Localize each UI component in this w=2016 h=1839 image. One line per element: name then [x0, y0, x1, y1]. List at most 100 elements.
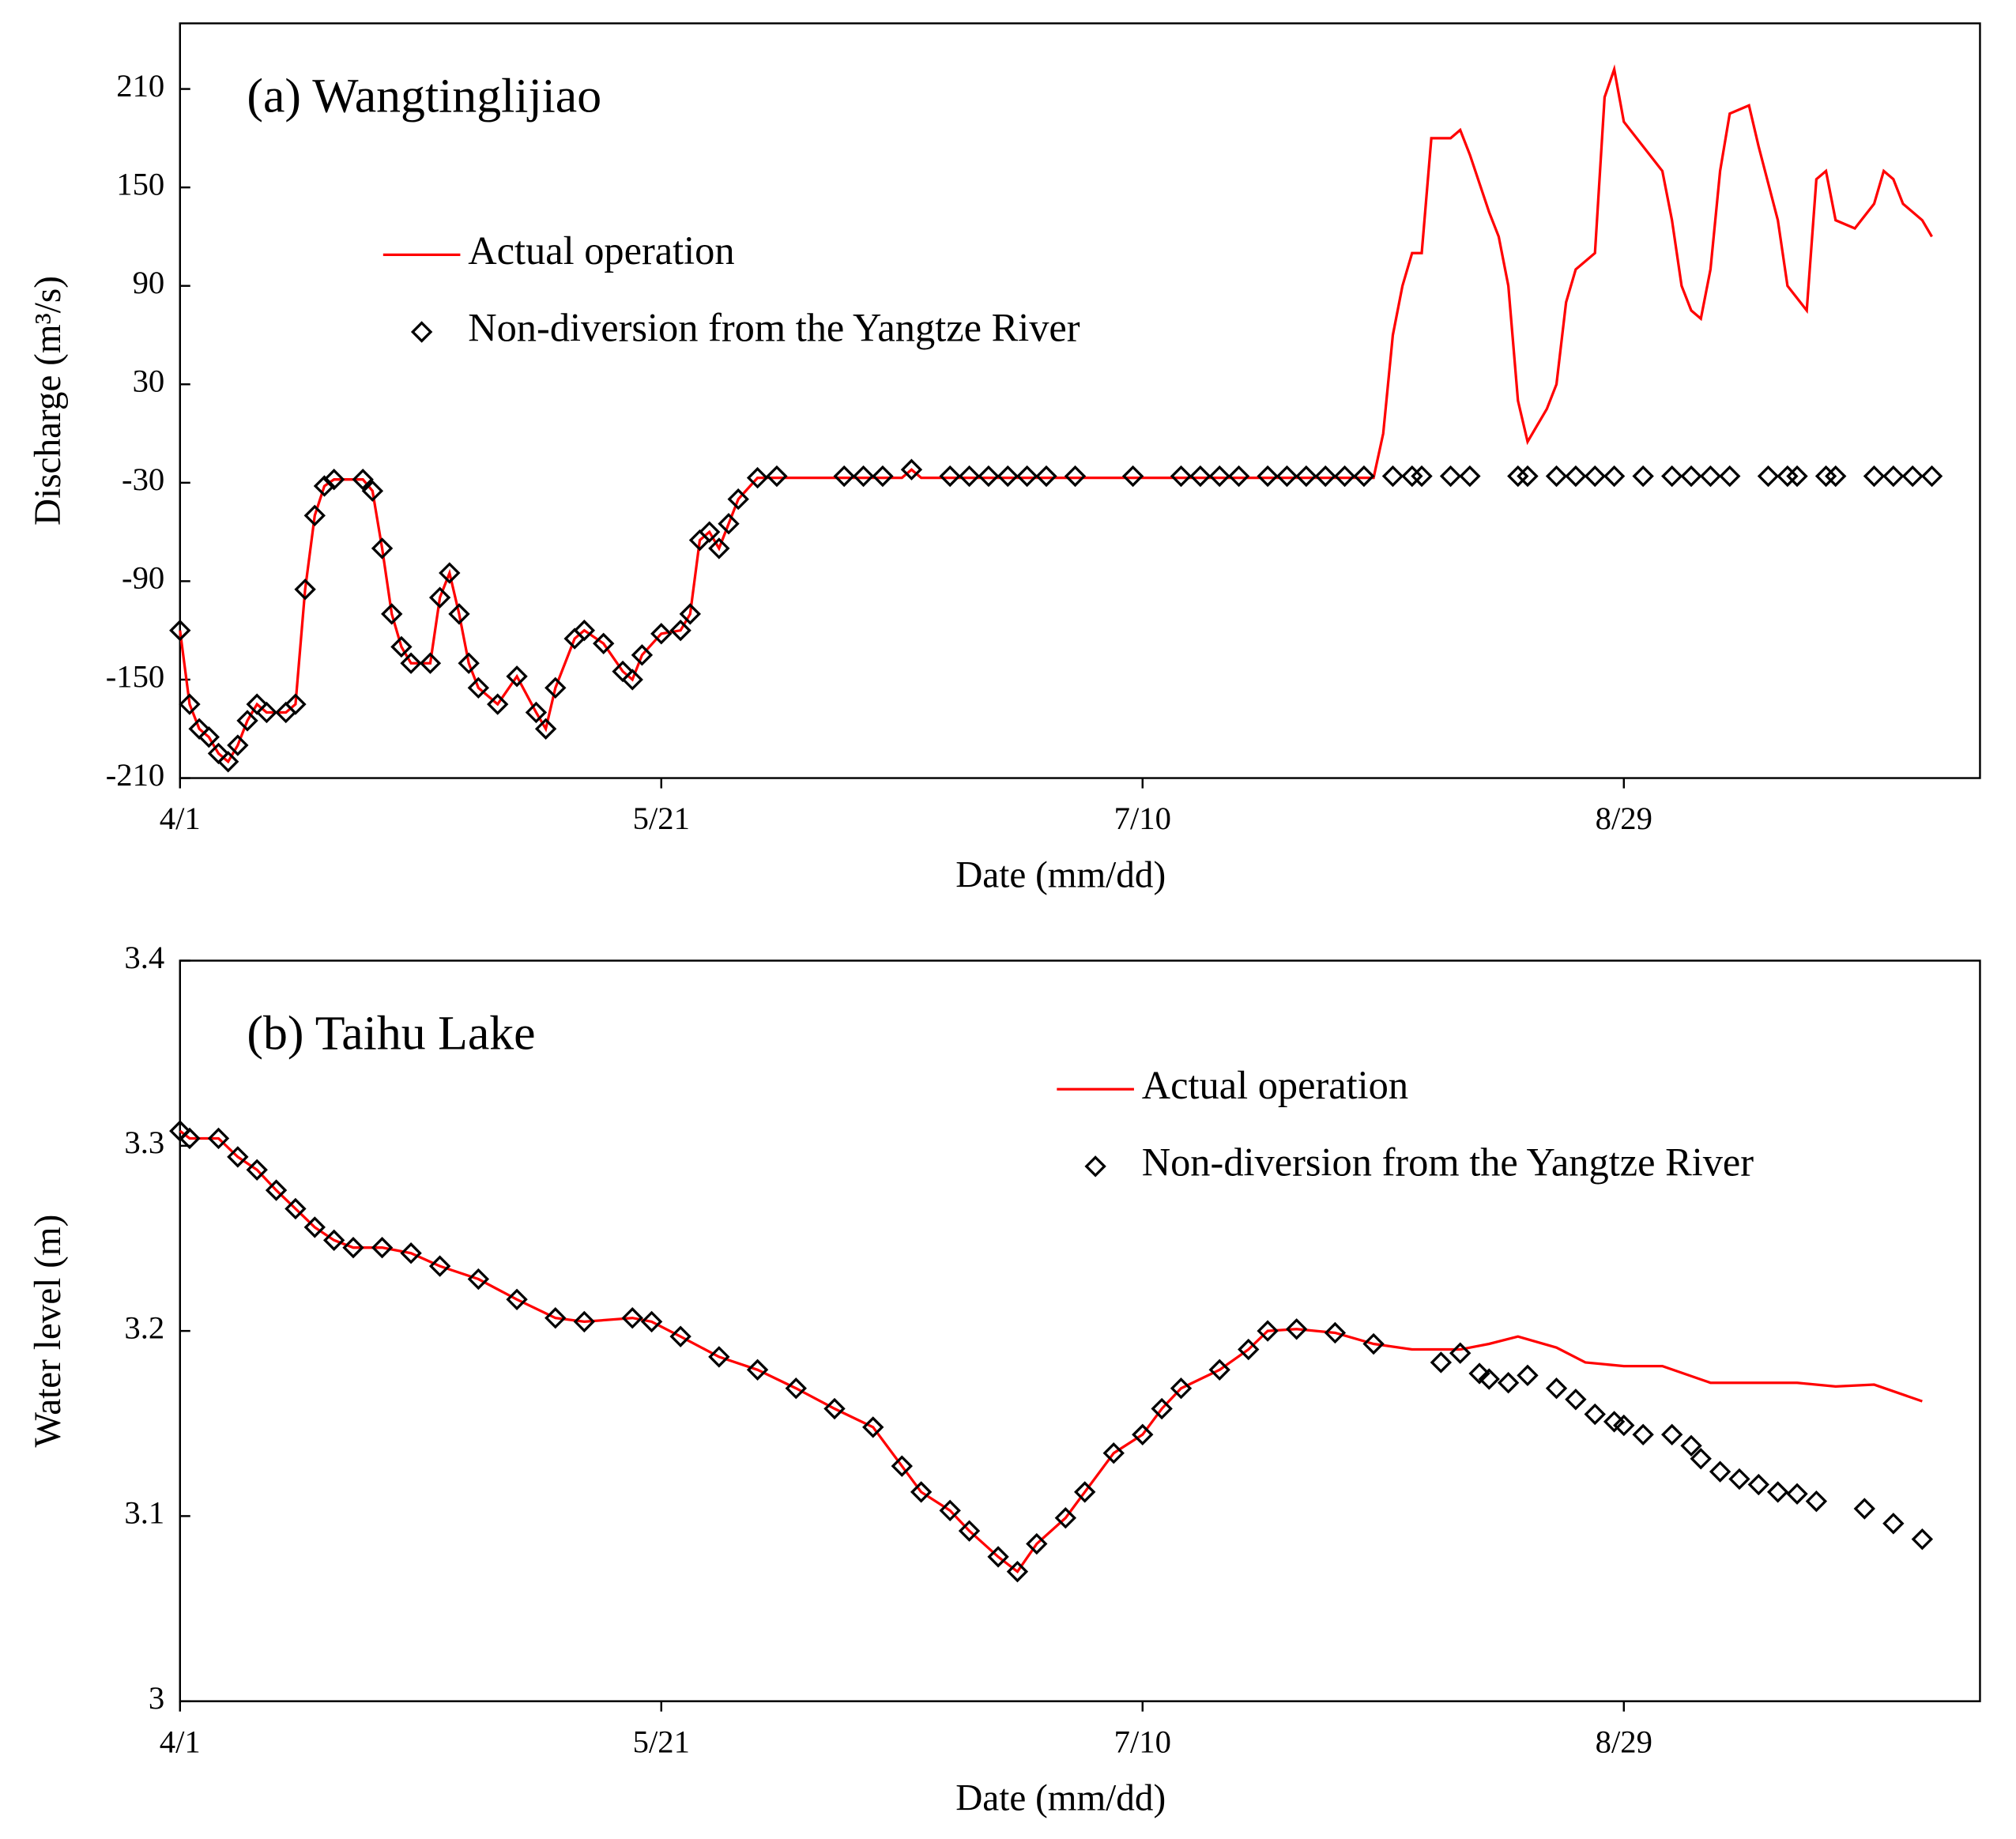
data-point [506, 665, 528, 688]
data-point [1613, 1414, 1635, 1437]
data-point [1054, 1507, 1077, 1529]
y-tick-label: 3.1 [124, 1495, 164, 1531]
data-point [1545, 1377, 1568, 1400]
data-point [1517, 465, 1539, 488]
data-point [698, 521, 721, 543]
data-point [1411, 465, 1433, 488]
data-point [910, 1481, 933, 1503]
chart-title: (b) Taihu Lake [247, 1006, 535, 1060]
data-point [428, 586, 451, 609]
data-point [506, 1288, 528, 1310]
data-point [679, 603, 702, 625]
data-point [534, 718, 557, 740]
data-point [285, 1197, 307, 1220]
data-point [669, 1325, 691, 1347]
data-point [650, 623, 673, 645]
legend-swatch [1084, 1155, 1106, 1178]
legend-swatch [410, 321, 433, 343]
data-point [303, 1216, 326, 1238]
data-point [400, 1242, 422, 1264]
data-point [1882, 465, 1905, 488]
data-point [958, 465, 981, 488]
data-point [322, 1229, 345, 1252]
y-tick-label: 210 [116, 68, 164, 104]
data-point [1699, 465, 1722, 488]
data-point [1074, 1481, 1096, 1503]
data-point [439, 562, 461, 584]
data-point [1786, 1483, 1808, 1505]
data-point [1584, 465, 1606, 488]
data-point [746, 466, 769, 489]
data-point [1584, 1403, 1606, 1426]
data-point [1680, 1434, 1702, 1457]
data-point [1257, 1320, 1279, 1342]
data-point [1189, 465, 1211, 488]
data-point [1766, 1481, 1789, 1503]
data-point [1757, 465, 1780, 488]
y-tick-label: 3.3 [124, 1125, 164, 1160]
data-point [1170, 1377, 1193, 1400]
data-point [987, 1546, 1009, 1568]
data-point [1786, 465, 1808, 488]
y-tick-label: 3.4 [124, 940, 164, 975]
data-point [1805, 1490, 1828, 1513]
data-point [458, 652, 480, 674]
data-point [545, 1307, 567, 1329]
data-point [823, 1397, 846, 1420]
data-point [1333, 465, 1356, 488]
x-tick-label: 7/10 [1114, 1724, 1171, 1759]
data-point [746, 1359, 769, 1381]
data-point [342, 1236, 364, 1259]
legend-label: Actual operation [1142, 1063, 1408, 1107]
data-point [285, 693, 307, 715]
data-point [169, 1120, 191, 1142]
data-point [1632, 1423, 1654, 1445]
data-point [1102, 1442, 1125, 1464]
data-point [371, 1236, 394, 1259]
data-point [1565, 1389, 1587, 1411]
data-point [891, 1455, 913, 1477]
x-tick-label: 8/29 [1596, 801, 1652, 836]
data-point [419, 652, 442, 674]
data-point [1709, 1460, 1731, 1483]
data-point [265, 1179, 288, 1201]
data-point [997, 465, 1019, 488]
data-point [1680, 465, 1702, 488]
data-point [1324, 1321, 1347, 1344]
data-point [872, 465, 894, 488]
data-point [487, 693, 509, 715]
data-point [1016, 465, 1038, 488]
data-point [227, 734, 249, 756]
data-point [352, 469, 374, 491]
data-point [467, 1268, 490, 1291]
plot-frame [179, 959, 1981, 1702]
data-point [1362, 1332, 1385, 1355]
data-point [179, 1127, 201, 1150]
data-point [179, 693, 201, 715]
data-line [179, 64, 1933, 764]
data-point [303, 504, 326, 527]
data-point [939, 465, 961, 488]
data-point [1026, 1532, 1048, 1555]
data-point [1853, 1498, 1875, 1520]
plot-frame [179, 22, 1981, 779]
data-point [640, 1310, 663, 1333]
data-point [255, 701, 278, 724]
x-tick-label: 4/1 [160, 1724, 201, 1759]
y-tick-label: 30 [133, 364, 165, 399]
legend-label: Non-diversion from the Yangtze River [1142, 1140, 1754, 1184]
data-point [1276, 465, 1298, 488]
data-point [1603, 1411, 1626, 1433]
data-point [1170, 465, 1193, 488]
y-tick-label: -30 [122, 462, 164, 497]
data-point [1208, 465, 1230, 488]
data-point [1132, 1423, 1154, 1445]
data-point [718, 513, 740, 535]
data-point [1632, 465, 1654, 488]
x-tick-label: 8/29 [1596, 1724, 1652, 1759]
data-point [1728, 1468, 1750, 1490]
data-point [1882, 1513, 1905, 1535]
data-point [1459, 465, 1481, 488]
data-point [1863, 465, 1886, 488]
